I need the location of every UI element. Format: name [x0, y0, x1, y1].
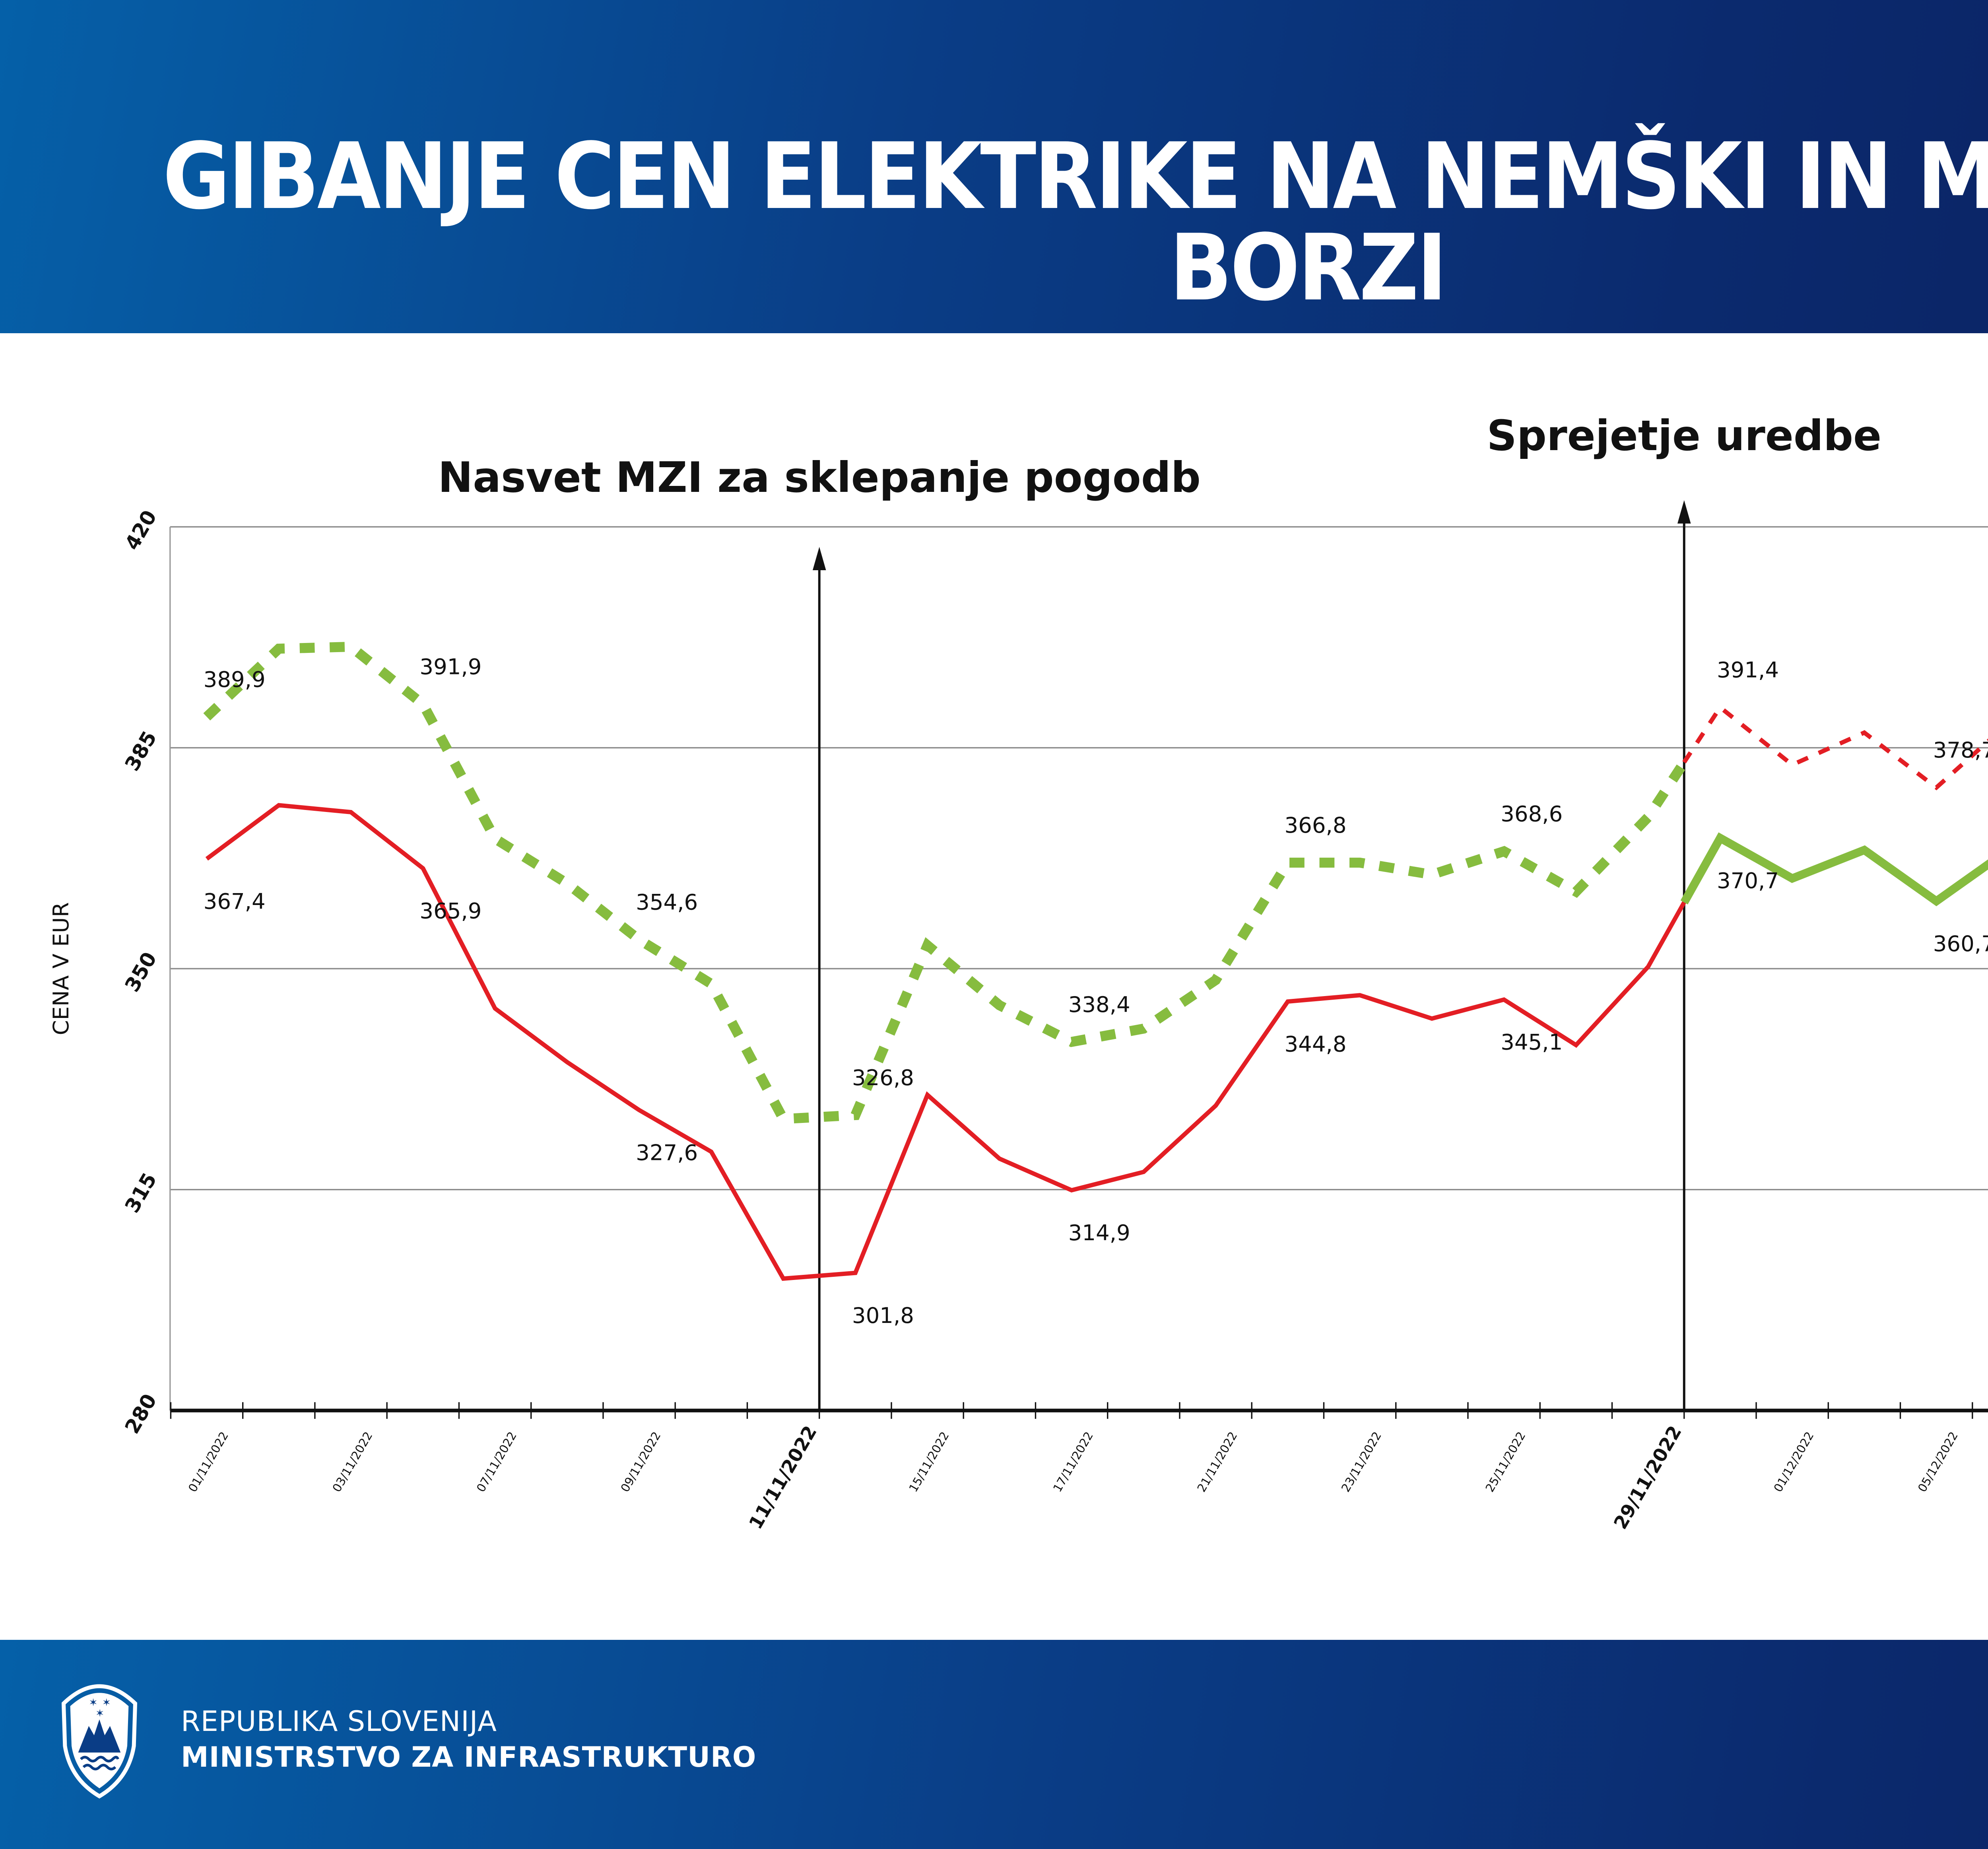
data-label: 344,8	[1284, 1031, 1346, 1057]
arrow-up-icon	[812, 547, 826, 570]
data-label: 345,1	[1501, 1029, 1563, 1055]
x-tick-label: 07/11/2022	[474, 1429, 519, 1494]
data-label: 314,9	[1068, 1220, 1130, 1245]
data-label: 367,4	[204, 889, 266, 914]
data-label: 360,7	[1933, 931, 1988, 956]
x-tick-label: 29/11/2022	[1609, 1422, 1686, 1532]
svg-text:✶: ✶	[102, 1697, 111, 1709]
series-lines	[203, 641, 1988, 1281]
svg-text:✶: ✶	[95, 1707, 104, 1719]
y-tick-label: 315	[120, 1169, 161, 1216]
x-tick-label: 25/11/2022	[1483, 1429, 1528, 1494]
data-label: 326,8	[852, 1065, 914, 1090]
x-tick-label: 01/12/2022	[1771, 1429, 1817, 1494]
data-label: 301,8	[852, 1303, 914, 1328]
series-line-madzarska-after	[1682, 704, 1988, 790]
org-ministry: MINISTRSTVO ZA INFRASTRUKTURO	[181, 1741, 757, 1773]
slovenia-coat-of-arms-icon: ✶ ✶ ✶	[61, 1684, 138, 1799]
data-label: 370,7	[1717, 868, 1779, 893]
y-tick-label: 420	[120, 506, 161, 554]
y-axis-title: CENA V EUR	[48, 902, 74, 1035]
data-label: 389,9	[204, 666, 266, 692]
x-tick-label: 05/12/2022	[1915, 1429, 1961, 1494]
data-label: 365,9	[419, 898, 481, 924]
y-tick-label: 280	[120, 1390, 161, 1437]
svg-text:✶: ✶	[89, 1697, 97, 1709]
page-title: GIBANJE CEN ELEKTRIKE NA NEMŠKI IN MADŽA…	[163, 124, 1988, 321]
annotation-nasvet: Nasvet MZI za sklepanje pogodb	[438, 453, 1200, 502]
data-label: 378,7	[1933, 737, 1988, 763]
data-label: 368,6	[1501, 801, 1563, 826]
org-republic: REPUBLIKA SLOVENIJA	[181, 1705, 497, 1738]
x-tick-label: 21/11/2022	[1195, 1429, 1240, 1494]
series-line-nemcija-after	[1680, 832, 1988, 907]
axes: 280 315 350 385 420 01/11/2022 03/11/2022 07/11…	[120, 506, 1988, 1533]
footer-banner: ✶ ✶ ✶ REPUBLIKA SLOVENIJA MINISTRSTVO ZA…	[0, 1640, 1988, 1849]
grid-lines	[170, 526, 1988, 1191]
event-lines	[812, 500, 1691, 1411]
annotation-sprejetje: Sprejetje uredbe	[1487, 412, 1881, 460]
x-tick-label: 15/11/2022	[906, 1429, 951, 1494]
x-tick-label: 11/11/2022	[745, 1422, 821, 1532]
y-tick-label: 385	[120, 727, 161, 775]
data-label: 391,9	[419, 654, 481, 680]
data-label: 327,6	[636, 1140, 698, 1165]
x-tick-label: 23/11/2022	[1339, 1429, 1384, 1494]
arrow-up-icon	[1677, 500, 1691, 524]
data-label: 354,6	[636, 890, 698, 915]
series-line-nemcija-before	[205, 803, 1686, 1281]
x-tick-label: 03/11/2022	[330, 1429, 375, 1494]
data-label: 338,4	[1068, 992, 1130, 1017]
y-tick-label: 350	[120, 948, 161, 996]
data-labels: 389,9 391,9 354,6 326,8 338,4 366,8 368,6 391,4…	[204, 654, 1988, 1328]
data-label: 391,4	[1717, 657, 1779, 682]
x-tick-label: 01/11/2022	[186, 1429, 231, 1494]
x-tick-label: 17/11/2022	[1050, 1429, 1096, 1494]
data-label: 366,8	[1284, 812, 1346, 838]
header-banner: GIBANJE CEN ELEKTRIKE NA NEMŠKI IN MADŽA…	[0, 0, 1988, 333]
series-line-madzarska-before	[203, 641, 1689, 1124]
x-tick-label: 09/11/2022	[618, 1429, 663, 1494]
